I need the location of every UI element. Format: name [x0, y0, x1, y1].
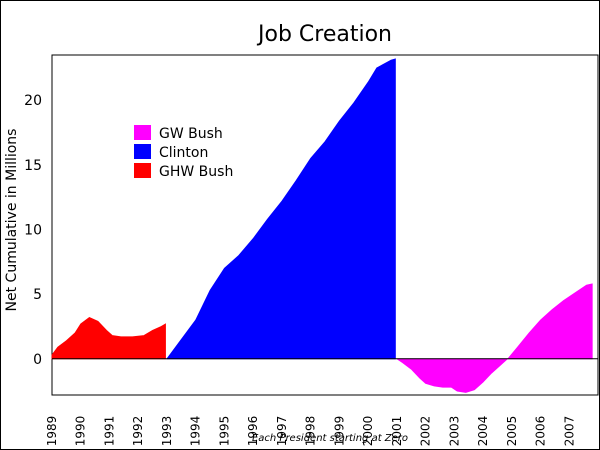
legend-swatch-gw-bush [134, 125, 151, 140]
x-axis-label: Each President starting at Zero [252, 433, 408, 444]
x-tick-label: 1995 [217, 416, 231, 447]
x-tick-label: 1999 [332, 416, 346, 447]
y-tick-label: 20 [24, 93, 42, 109]
series-area-gw-bush [395, 283, 593, 393]
x-tick-label: 1991 [102, 416, 116, 447]
x-tick-label: 2005 [505, 416, 519, 447]
legend-swatch-ghw-bush [134, 163, 151, 178]
x-tick-label: 1996 [246, 416, 260, 447]
x-tick-label: 2000 [361, 416, 375, 447]
y-tick-label: 10 [24, 223, 42, 239]
y-tick-label: 0 [33, 352, 42, 368]
legend-label-ghw-bush: GHW Bush [159, 164, 233, 180]
x-tick-label: 1993 [160, 416, 174, 447]
x-tick-label: 2007 [562, 416, 576, 447]
y-tick-label: 15 [24, 158, 42, 174]
x-tick-label: 2006 [534, 416, 548, 447]
x-tick-label: 1994 [189, 416, 203, 447]
chart-title: Job Creation [256, 22, 392, 47]
legend-label-gw-bush: GW Bush [159, 126, 223, 142]
x-tick-label: 1989 [45, 416, 59, 447]
y-axis-label: Net Cumulative in Millions [4, 129, 20, 312]
x-tick-label: 2004 [476, 416, 490, 447]
y-tick-label: 5 [33, 287, 42, 303]
x-tick-label: 1992 [131, 416, 145, 447]
series-area-clinton [166, 58, 396, 360]
x-tick-label: 2002 [419, 416, 433, 447]
x-tick-label: 1990 [74, 416, 88, 447]
series-area-ghw-bush [51, 316, 166, 360]
x-tick-label: 2001 [390, 416, 404, 447]
x-tick-label: 1997 [275, 416, 289, 447]
legend: GW Bush Clinton GHW Bush [134, 125, 233, 180]
legend-label-clinton: Clinton [159, 145, 208, 161]
plot-layer [51, 58, 593, 393]
legend-swatch-clinton [134, 144, 151, 159]
axis-layer: 0 5 10 15 20 1989 1990 1991 1992 1993 1994 1995 1996… [24, 93, 598, 446]
x-tick-label: 1998 [304, 416, 318, 447]
x-tick-label: 2003 [447, 416, 461, 447]
